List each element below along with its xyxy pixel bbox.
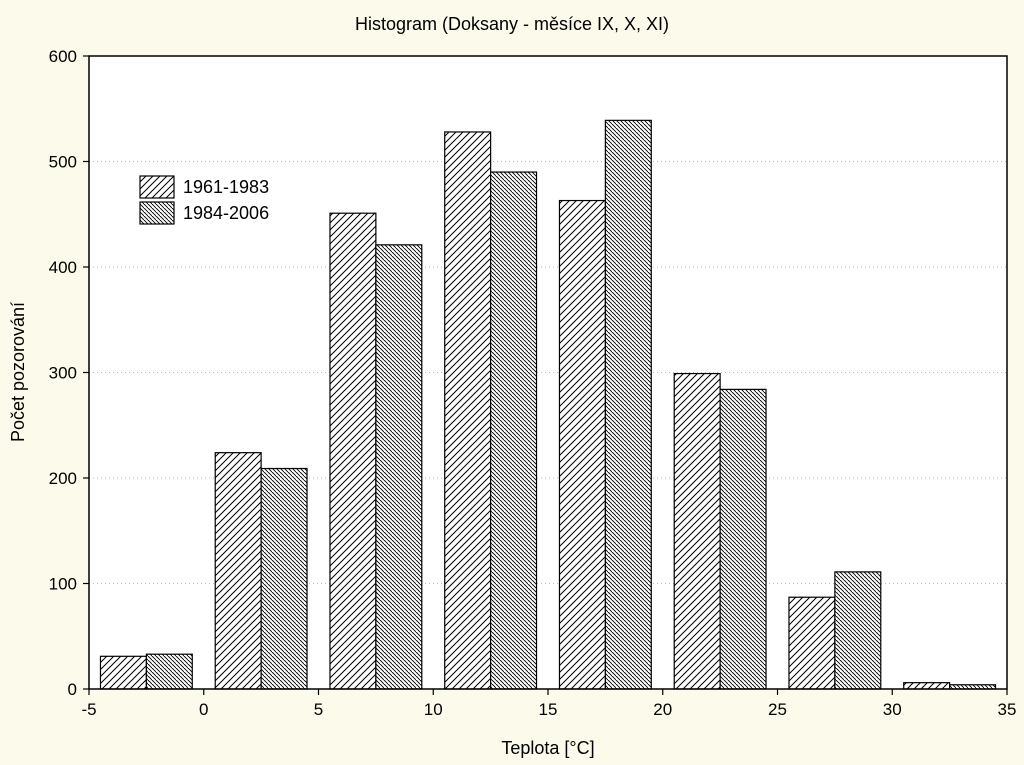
bar-1984-2006-bin-0 — [145, 653, 193, 690]
bar-1984-2006-bin-2 — [375, 244, 423, 690]
x-tick-label-10: 10 — [424, 700, 443, 719]
legend-label-1984-2006: 1984-2006 — [183, 203, 269, 223]
x-tick-label--5: -5 — [81, 700, 96, 719]
bar-1961-1983-bin-7 — [903, 682, 951, 690]
x-tick-label-25: 25 — [768, 700, 787, 719]
bar-1984-2006-bin-3 — [490, 171, 538, 690]
bar-1961-1983-bin-5 — [673, 372, 721, 690]
y-axis-title: Počet pozorování — [8, 302, 28, 442]
legend-label-1961-1983: 1961-1983 — [183, 177, 269, 197]
y-tick-label-0: 0 — [68, 680, 77, 699]
y-tick-label-500: 500 — [49, 153, 77, 172]
y-tick-label-400: 400 — [49, 258, 77, 277]
bar-1961-1983-bin-6 — [788, 596, 836, 690]
bar-1961-1983-bin-1 — [214, 452, 262, 690]
chart-title: Histogram (Doksany - měsíce IX, X, XI) — [355, 14, 669, 34]
y-tick-label-100: 100 — [49, 575, 77, 594]
x-tick-label-5: 5 — [314, 700, 323, 719]
bar-1961-1983-bin-2 — [329, 212, 377, 690]
bar-1961-1983-bin-0 — [99, 655, 147, 690]
bar-1961-1983-bin-4 — [558, 199, 606, 690]
y-tick-label-300: 300 — [49, 364, 77, 383]
bar-1984-2006-bin-1 — [260, 467, 308, 690]
bar-1984-2006-bin-6 — [834, 571, 882, 690]
bar-1961-1983-bin-3 — [444, 131, 492, 690]
x-tick-label-35: 35 — [998, 700, 1017, 719]
x-tick-label-15: 15 — [539, 700, 558, 719]
bar-1984-2006-bin-4 — [604, 119, 652, 690]
y-axis: 0 100 200 300 400 500 600 — [49, 47, 89, 699]
x-tick-label-30: 30 — [883, 700, 902, 719]
legend-swatch-1984-2006 — [139, 201, 175, 225]
x-tick-label-0: 0 — [199, 700, 208, 719]
bars — [99, 119, 997, 690]
y-tick-label-600: 600 — [49, 47, 77, 66]
legend-swatch-1961-1983 — [139, 175, 175, 199]
x-tick-label-20: 20 — [653, 700, 672, 719]
x-axis-title: Teplota [°C] — [501, 738, 594, 758]
y-tick-label-200: 200 — [49, 469, 77, 488]
legend: 1961-1983 1984-2006 — [139, 175, 269, 225]
bar-1984-2006-bin-5 — [719, 388, 767, 690]
x-axis: -5 0 5 10 15 20 25 30 35 — [81, 689, 1016, 719]
